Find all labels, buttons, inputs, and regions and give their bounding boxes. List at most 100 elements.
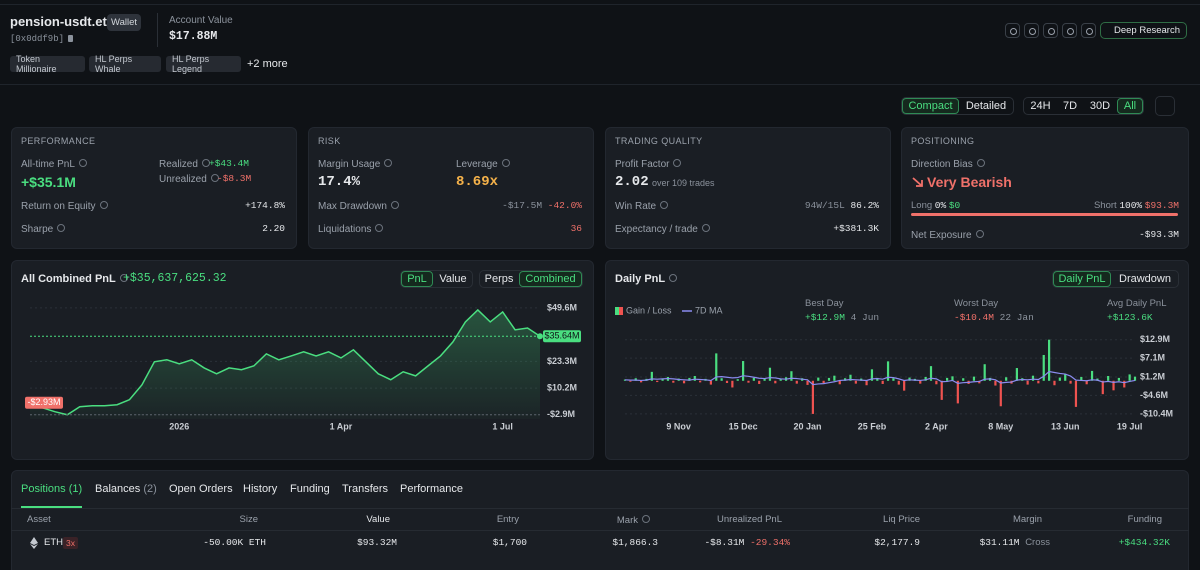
label: Liquidations	[318, 224, 383, 235]
range-button[interactable]: 24H	[1030, 100, 1051, 112]
view-button[interactable]: Detailed	[965, 100, 1007, 112]
tag[interactable]: HL Perps Whale	[89, 54, 161, 74]
toggle-button[interactable]: Perps	[484, 273, 514, 285]
wallet-badge: Wallet	[107, 14, 141, 31]
header-divider	[11, 530, 1189, 531]
toggle-group	[400, 270, 473, 288]
drawdown-value: -$17.5M	[502, 200, 543, 211]
bearish-arrow	[912, 177, 923, 187]
column-header[interactable]: Value	[366, 514, 390, 525]
mark: $1,866.3	[612, 537, 658, 548]
icon-button[interactable]	[1043, 23, 1058, 38]
long-pct: 0%	[934, 200, 947, 211]
unrealized-value: -$8.3M	[217, 173, 252, 184]
upnl-pct: -29.34%	[750, 537, 790, 548]
margin-mode: Cross	[1025, 537, 1050, 548]
tab-underline	[21, 506, 82, 508]
expectancy-value: +$381.3K	[833, 223, 879, 234]
tab-count: (2)	[143, 483, 157, 495]
asset[interactable]: ETH	[44, 537, 63, 548]
panel-title: Daily PnL	[615, 274, 677, 285]
tab-count: (1)	[68, 483, 83, 495]
column-header[interactable]: Unrealized PnL	[717, 514, 782, 525]
view-button[interactable]: Compact	[902, 98, 959, 114]
column-header[interactable]: Size	[239, 514, 258, 525]
column-header[interactable]: Mark	[617, 515, 650, 526]
long-row: Long 0% $0	[911, 201, 960, 211]
tab[interactable]: Performance	[400, 483, 463, 495]
label: Win Rate	[615, 201, 668, 212]
column-header[interactable]: Margin	[1012, 514, 1042, 525]
margin-value: $31.11M	[979, 537, 1020, 548]
short-value: $93.3M	[1144, 200, 1179, 211]
positions-panel	[11, 470, 1189, 570]
eth-icon	[30, 537, 38, 549]
icon-button[interactable]	[1062, 23, 1077, 38]
tab[interactable]: Funding	[290, 483, 330, 495]
range-button[interactable]: All	[1117, 98, 1143, 114]
card-title: RISK	[318, 136, 341, 146]
view-toggle	[901, 97, 1014, 115]
best-date: 4 Jun	[850, 312, 880, 323]
column-header[interactable]: Liq Price	[883, 514, 920, 525]
tab[interactable]: Transfers	[342, 483, 389, 495]
account-value-label: Account Value	[169, 15, 233, 26]
worst-value: -$10.4M	[954, 312, 994, 323]
account-value: $17.88M	[169, 30, 218, 43]
expand-button[interactable]	[1155, 96, 1175, 116]
toggle-button[interactable]: Daily PnL	[1053, 271, 1111, 287]
label: Leverage	[456, 159, 510, 170]
toggle-button[interactable]: PnL	[401, 271, 433, 287]
entry: $1,700	[492, 537, 527, 548]
pnl-panel	[11, 260, 594, 460]
tab[interactable]: Positions (1)	[21, 484, 82, 495]
label: Margin Usage	[318, 159, 392, 170]
stat-label: Worst Day	[954, 298, 999, 309]
copy-icon[interactable]	[68, 35, 73, 42]
upnl-value: -$8.31M	[704, 537, 745, 548]
long-label: Long	[911, 200, 933, 211]
pnl-total: +$35,637,625.32	[123, 272, 227, 285]
stat-value: -$10.4M 22 Jan	[954, 313, 1034, 323]
tab[interactable]: Balances (2)	[95, 484, 157, 495]
roe-value: +174.8%	[245, 200, 285, 211]
leverage-value: 8.69x	[456, 174, 499, 190]
tag[interactable]: HL Perps Legend	[166, 54, 241, 74]
short-label: Short	[1093, 200, 1117, 211]
liquidations-value: 36	[570, 223, 582, 234]
label: Realized	[159, 159, 210, 170]
stat-value: +$12.9M 4 Jun	[805, 313, 879, 323]
tag[interactable]: Token Millionaire	[10, 54, 85, 74]
range-button[interactable]: 7D	[1062, 100, 1078, 112]
label: Max Drawdown	[318, 201, 399, 212]
range-button[interactable]: 30D	[1089, 100, 1111, 112]
column-header[interactable]: Asset	[27, 514, 51, 525]
winrate-record: 94W/15L	[804, 200, 845, 211]
tab[interactable]: Open Orders	[169, 483, 233, 495]
drawdown-values: -$17.5M -42.0%	[502, 201, 582, 211]
icon-button[interactable]	[1005, 23, 1020, 38]
range-toggle	[1023, 97, 1144, 115]
wallet-address[interactable]: [0x0ddf9b]	[10, 34, 65, 44]
toggle-button[interactable]: Drawdown	[1119, 273, 1171, 285]
card-title: POSITIONING	[911, 136, 975, 146]
daily-panel	[605, 260, 1189, 460]
header-divider	[0, 84, 1200, 85]
toggle-button[interactable]: Combined	[519, 271, 582, 287]
column-header[interactable]: Funding	[1127, 514, 1162, 525]
bias-value: Very Bearish	[927, 174, 1012, 190]
toggle-button[interactable]: Value	[439, 273, 467, 285]
tab[interactable]: History	[243, 483, 278, 495]
column-header[interactable]: Entry	[496, 514, 519, 525]
margin: $31.11M Cross	[980, 538, 1050, 548]
icon-button[interactable]	[1024, 23, 1039, 38]
label: Net Exposure	[911, 230, 984, 241]
deep-research-button[interactable]: Deep Research	[1100, 22, 1187, 39]
avg-value: +$123.6K	[1107, 312, 1153, 323]
worst-date: 22 Jan	[999, 312, 1034, 323]
icon-button[interactable]	[1081, 23, 1096, 38]
long-value: $0	[948, 200, 961, 211]
toggle-group	[1052, 270, 1179, 288]
size: -50.00K ETH	[203, 537, 266, 548]
more-tags[interactable]: +2 more	[247, 58, 288, 70]
